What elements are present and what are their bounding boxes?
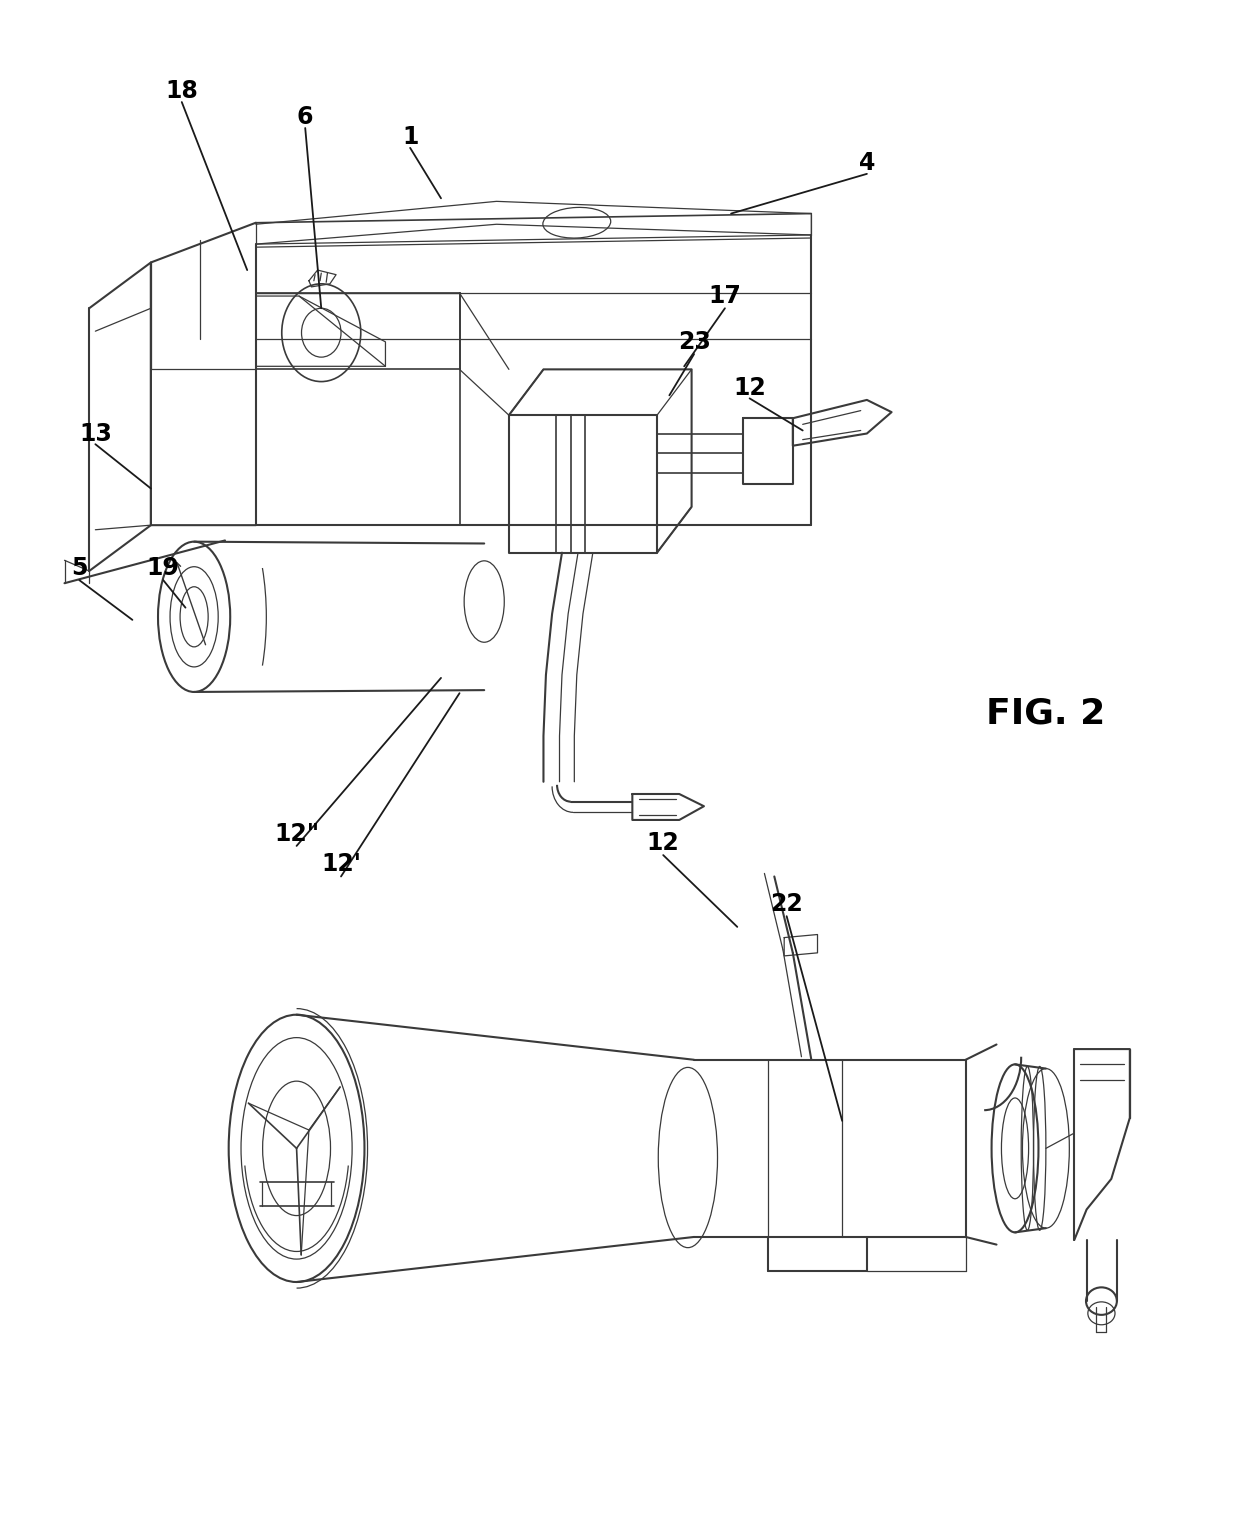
Text: 17: 17 <box>708 284 742 308</box>
Text: 23: 23 <box>677 330 711 354</box>
Text: 22: 22 <box>770 892 804 917</box>
Text: 12": 12" <box>274 822 319 846</box>
Text: 18: 18 <box>165 80 198 103</box>
Text: 4: 4 <box>859 152 875 175</box>
Text: 13: 13 <box>79 422 112 446</box>
Text: FIG. 2: FIG. 2 <box>986 696 1106 730</box>
Text: 12: 12 <box>733 376 766 400</box>
Text: 12: 12 <box>647 831 680 855</box>
Text: 19: 19 <box>146 556 180 579</box>
Text: 1: 1 <box>402 126 418 149</box>
Text: 6: 6 <box>296 106 314 129</box>
Text: 12': 12' <box>321 852 361 877</box>
Text: 5: 5 <box>71 556 88 579</box>
